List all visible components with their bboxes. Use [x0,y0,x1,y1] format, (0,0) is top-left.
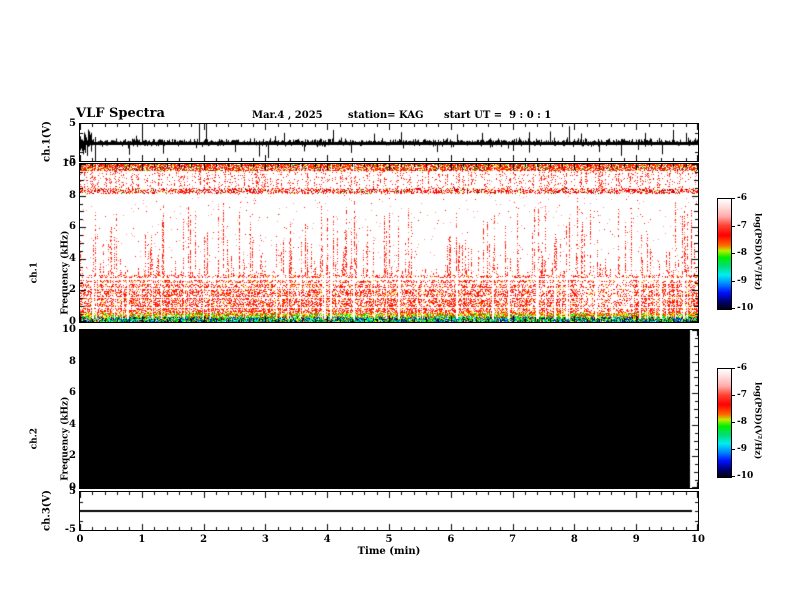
colorbar-ch1 [717,198,732,310]
colorbar-tick-label: -10 [737,471,754,481]
colorbar-tick-label: -9 [737,276,747,286]
colorbar-ch2 [717,368,732,478]
panel-ch1-spectrogram [79,163,699,323]
x-tick-label: 10 [691,534,705,545]
x-tick-label: 3 [261,534,269,545]
y-tick-label-ch1-spec: 8 [69,189,76,201]
x-tick-label: 5 [385,534,393,545]
colorbar-tick [731,476,735,477]
x-tick-label: 7 [509,534,517,545]
ch1-frequency-axis-label: ch.1 Frequency (kHz) [9,193,90,353]
colorbar-ch2-label: log(PSD)(V²/Hz) [752,382,763,460]
colorbar-tick [731,368,735,369]
x-tick-label: 2 [200,534,208,545]
colorbar-tick-label: -9 [737,444,747,454]
colorbar-tick-label: -7 [737,390,747,400]
colorbar-tick-label: -10 [737,303,754,313]
y-tick-label-ch1-spec: 10 [62,158,76,169]
x-tick-label: 0 [76,534,84,545]
y-tick-label-ch3-wave: 5 [69,486,76,497]
colorbar-tick [731,198,735,199]
panel-ch1-waveform [79,123,699,162]
y-tick-label-ch1-spec: 2 [69,284,76,296]
date-text: Mar.4 , 2025 [252,110,323,121]
ch1-spectrogram-canvas [80,164,698,322]
panel-ch2-spectrogram [79,329,699,489]
y-tick-label-ch1-wave: 5 [69,118,76,129]
ch3-voltage-axis-label: ch.3(V) [41,489,53,532]
ch3-waveform-canvas [80,492,698,530]
y-tick-label-ch1-spec: 6 [69,221,76,233]
colorbar-tick [731,449,735,450]
colorbar-ch1-label: log(PSD)(V²/Hz) [752,213,763,291]
time-axis-label: Time (min) [357,546,421,557]
y-tick-label-ch1-wave: -5 [64,155,76,166]
x-tick-label: 6 [447,534,455,545]
colorbar-tick-label: -6 [737,193,747,203]
colorbar-tick [731,253,735,254]
colorbar-tick-label: -8 [737,248,747,258]
ch1-label-line1: ch.1 [29,261,40,284]
ch1-voltage-axis-label: ch.1(V) [41,120,53,163]
y-tick-label-ch2-spec: 6 [69,387,76,399]
y-tick-label-ch1-spec: 4 [69,252,76,264]
colorbar-tick-label: -6 [737,363,747,373]
page-title: VLF Spectra [76,106,165,121]
panel-ch3-waveform [79,491,699,531]
colorbar-tick [731,308,735,309]
colorbar-tick [731,422,735,423]
start-ut-text: start UT = 9 : 0 : 1 [444,110,552,121]
ch2-label-line1: ch.2 [29,427,40,450]
y-tick-label-ch2-spec: 10 [62,324,76,335]
colorbar-tick-label: -7 [737,221,747,231]
ch2-spectrogram-canvas [80,330,698,488]
y-tick-label-ch1-spec: 0 [69,316,76,327]
colorbar-tick-label: -8 [737,417,747,427]
colorbar-tick [731,281,735,282]
y-tick-label-ch2-spec: 4 [69,418,76,430]
y-tick-label-ch3-wave: -5 [64,524,76,535]
x-tick-label: 9 [632,534,640,545]
x-tick-label: 4 [323,534,331,545]
station-text: station= KAG [348,110,424,121]
colorbar-tick [731,226,735,227]
y-tick-label-ch2-spec: 8 [69,355,76,367]
y-tick-label-ch2-spec: 0 [69,482,76,493]
y-tick-label-ch2-spec: 2 [69,450,76,462]
colorbar-tick [731,395,735,396]
ch1-waveform-canvas [80,124,698,161]
x-tick-label: 8 [570,534,578,545]
x-tick-label: 1 [138,534,146,545]
